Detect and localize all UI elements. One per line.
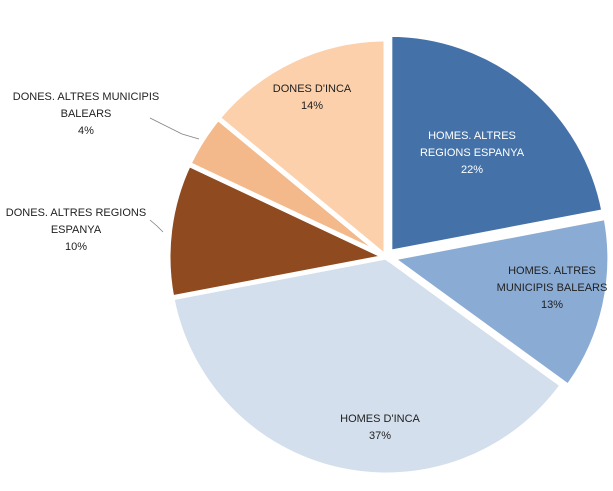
slice-name-line: HOMES. ALTRES — [428, 130, 516, 142]
slice-percent: 13% — [541, 299, 563, 311]
slice-name-line: HOMES. ALTRES — [508, 265, 596, 277]
pie-slice — [387, 31, 607, 256]
slice-label: DONES. ALTRES REGIONS ESPANYA 10% — [6, 207, 146, 253]
slice-name-line: DONES D'INCA — [273, 83, 352, 95]
slice-name-line: MUNICIPIS BALEARS — [497, 282, 608, 294]
pie-labels: HOMES. ALTRES REGIONS ESPANYA 22%HOMES. AL… — [6, 83, 608, 442]
leader-lines — [149, 117, 200, 233]
slice-name-line: DONES. ALTRES MUNICIPIS — [13, 91, 160, 103]
pie-slice — [385, 214, 613, 390]
slice-label: HOMES D'INCA 37% — [340, 413, 420, 442]
slice-name-line: ESPANYA — [51, 224, 102, 236]
slice-percent: 22% — [461, 164, 483, 176]
leader-line — [149, 219, 164, 233]
slice-name-line: BALEARS — [61, 108, 112, 120]
pie-slice — [165, 160, 395, 301]
slice-label: DONES D'INCA 14% — [273, 83, 352, 112]
leader-line — [149, 117, 200, 140]
slice-percent: 37% — [369, 430, 391, 442]
slice-percent: 4% — [78, 125, 94, 137]
slice-name-line: HOMES D'INCA — [340, 413, 420, 425]
slice-percent: 14% — [301, 100, 323, 112]
pie-slices — [165, 31, 613, 478]
slice-label: HOMES. ALTRES MUNICIPIS BALEARS 13% — [497, 265, 608, 311]
pie-slice — [214, 36, 389, 263]
slice-label: HOMES. ALTRES REGIONS ESPANYA 22% — [420, 130, 525, 176]
pie-slice — [168, 254, 566, 478]
slice-percent: 10% — [65, 241, 87, 253]
slice-name-line: REGIONS ESPANYA — [420, 147, 525, 159]
slice-name-line: DONES. ALTRES REGIONS — [6, 207, 146, 219]
slice-label: DONES. ALTRES MUNICIPIS BALEARS 4% — [13, 91, 160, 137]
